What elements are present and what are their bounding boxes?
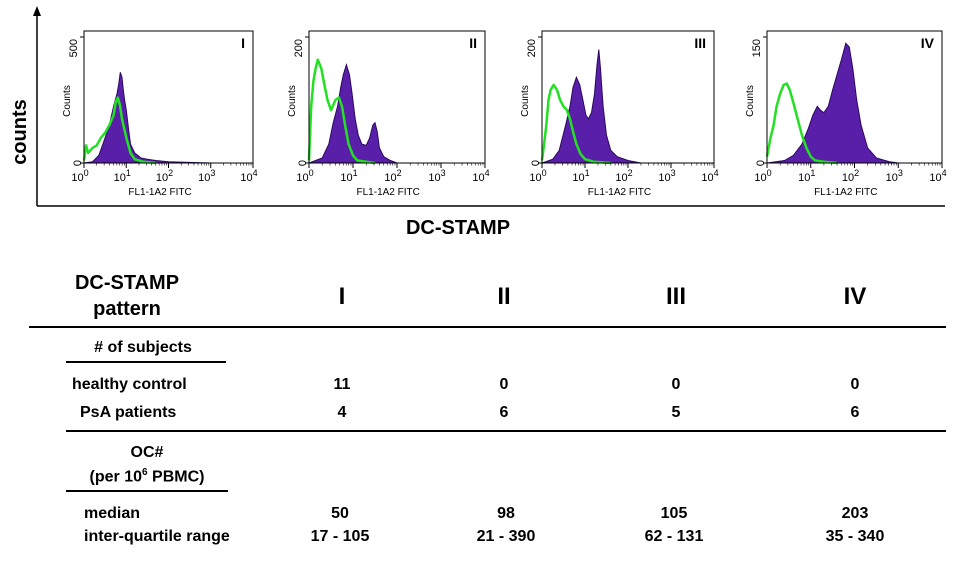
iqr-I: 17 - 105 [310, 528, 370, 545]
panel-y-label: Counts [287, 85, 298, 117]
column-header-III: III [665, 283, 687, 310]
x-tick-label: 103 [428, 168, 445, 184]
control-histogram-II [307, 58, 376, 165]
y-tick-label-zero: 0 [72, 160, 84, 166]
x-tick-label: 101 [340, 168, 357, 184]
panel-x-label: FL1-1A2 FITC [588, 187, 651, 198]
x-tick-label: 100 [296, 168, 313, 184]
subjects-heading: # of subjects [94, 339, 192, 356]
panel-label: II [469, 35, 477, 51]
iqr-II: 21 - 390 [476, 528, 536, 545]
x-tick-label: 102 [384, 168, 401, 184]
psa-patients-I: 4 [337, 404, 347, 421]
table-header-line1: DC-STAMP [74, 272, 180, 294]
oc-heading-line1: OC# [130, 444, 164, 461]
healthy-control-III: 0 [671, 376, 681, 393]
row-label-psa-patients: PsA patients [80, 404, 177, 421]
x-tick-label: 100 [71, 168, 88, 184]
x-tick-label: 100 [529, 168, 546, 184]
x-tick-label: 103 [886, 168, 903, 184]
panel-y-label: Counts [745, 85, 756, 117]
x-tick-label: 101 [798, 168, 815, 184]
median-I: 50 [331, 505, 349, 522]
y-tick-label-max: 200 [526, 39, 538, 57]
x-tick-label: 104 [701, 168, 718, 184]
panel-x-label: FL1-1A2 FITC [814, 187, 877, 198]
x-tick-label: 102 [156, 168, 173, 184]
x-tick-label: 101 [114, 168, 131, 184]
median-II: 98 [497, 505, 515, 522]
median-IV: 203 [841, 505, 869, 522]
panel-label: I [241, 35, 245, 51]
x-tick-label: 102 [615, 168, 632, 184]
subjects-underline [66, 361, 226, 363]
x-tick-label: 101 [572, 168, 589, 184]
rows-divider [66, 430, 946, 432]
psa-patients-III: 5 [671, 404, 681, 421]
iqr-label: inter-quartile range [84, 528, 230, 545]
median-III: 105 [660, 505, 688, 522]
iqr-III: 62 - 131 [644, 528, 704, 545]
panel-label: IV [921, 35, 935, 51]
x-tick-label: 104 [472, 168, 489, 184]
column-header-IV: IV [843, 283, 867, 310]
healthy-control-I: 11 [333, 376, 351, 393]
panel-x-label: FL1-1A2 FITC [357, 187, 420, 198]
y-tick-label-max: 150 [751, 39, 763, 57]
column-header-II: II [497, 283, 511, 310]
x-axis-label: DC-STAMP [406, 217, 510, 239]
header-divider [29, 326, 946, 328]
y-tick-label-zero: 0 [755, 160, 767, 166]
x-tick-label: 103 [198, 168, 215, 184]
healthy-control-II: 0 [499, 376, 509, 393]
histogram-panel-I: 100 101 102 103 104 0 500 Counts FL1-1A2 FITC I [62, 30, 258, 198]
panel-y-label: Counts [520, 85, 531, 117]
x-tick-label: 102 [842, 168, 859, 184]
y-tick-label-zero: 0 [530, 160, 542, 166]
table-header-line2: pattern [93, 298, 161, 320]
healthy-control-IV: 0 [850, 376, 860, 393]
x-tick-label: 100 [754, 168, 771, 184]
filled-histogram-IV [766, 42, 899, 164]
panel-label: III [694, 35, 706, 51]
y-tick-label-max: 200 [293, 39, 305, 57]
panel-y-label: Counts [62, 85, 73, 117]
histogram-panel-III: 100 101 102 103 104 0 200 Counts FL1-1A2 FITC III [520, 30, 719, 198]
control-histogram-IV [765, 82, 838, 165]
oc-underline [66, 490, 228, 492]
median-label: median [84, 505, 141, 522]
psa-patients-IV: 6 [850, 404, 860, 421]
column-header-I: I [338, 283, 346, 310]
panel-x-label: FL1-1A2 FITC [128, 187, 191, 198]
histogram-panel-IV: 100 101 102 103 104 0 150 Counts FL1-1A2 FITC IV [745, 30, 947, 198]
iqr-IV: 35 - 340 [825, 528, 885, 545]
x-tick-label: 104 [240, 168, 257, 184]
outer-y-arrow [33, 6, 41, 16]
y-tick-label-zero: 0 [297, 160, 309, 166]
y-axis-label: counts [9, 99, 31, 165]
y-tick-label-max: 500 [68, 39, 80, 57]
psa-patients-II: 6 [499, 404, 509, 421]
control-histogram-I [82, 96, 156, 165]
row-label-healthy-control: healthy control [72, 376, 187, 393]
oc-heading-line2: (per 106 PBMC) [89, 467, 205, 486]
histogram-panel-II: 100 101 102 103 104 0 200 Counts FL1-1A2 FITC II [287, 30, 490, 198]
x-tick-label: 103 [658, 168, 675, 184]
control-histogram-III [540, 83, 611, 165]
filled-histogram-II [308, 62, 398, 164]
x-tick-label: 104 [929, 168, 946, 184]
